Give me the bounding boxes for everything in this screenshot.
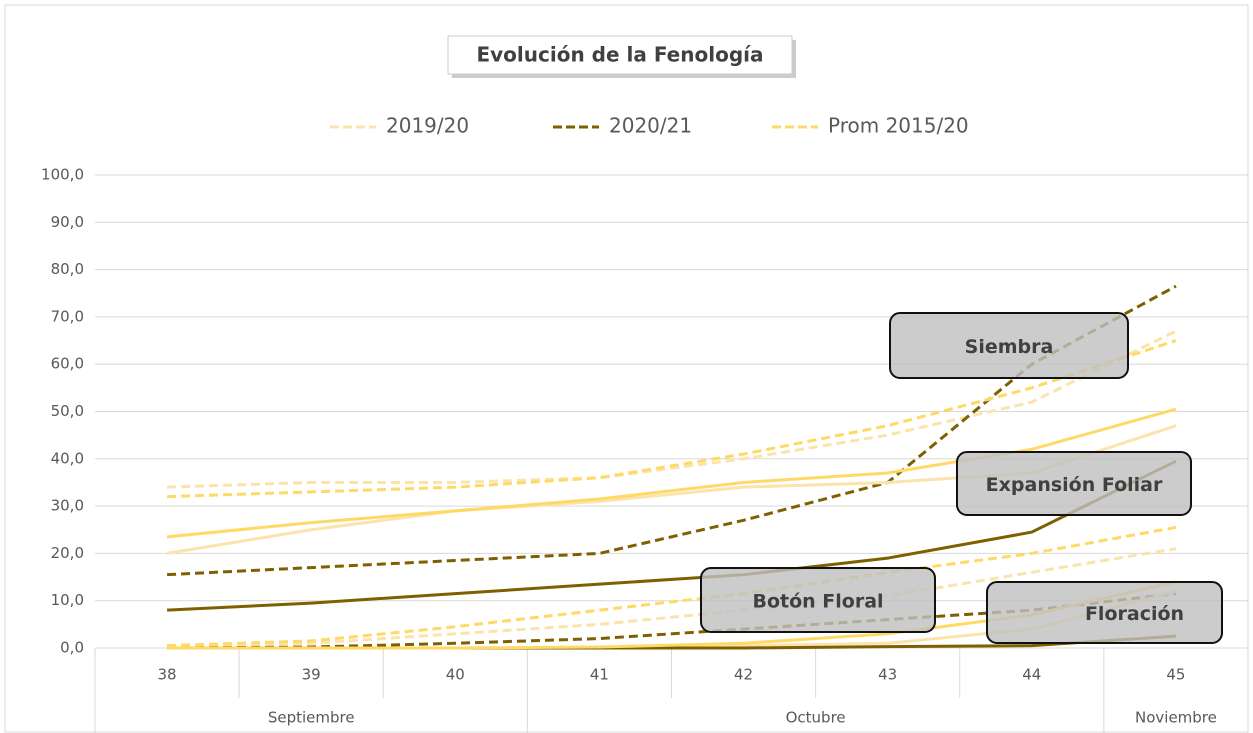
series-line xyxy=(167,547,1177,648)
x-tick-label: 39 xyxy=(302,666,321,684)
series-line xyxy=(166,284,1177,577)
annotation-box xyxy=(956,451,1192,516)
y-tick-label: 50,0 xyxy=(51,402,84,420)
x-tick-label: 44 xyxy=(1022,666,1041,684)
annotation-label: Floración xyxy=(1085,603,1184,625)
y-tick-label: 60,0 xyxy=(51,355,84,373)
y-tick-label: 40,0 xyxy=(51,449,84,467)
month-label: Noviembre xyxy=(1135,709,1217,727)
month-label: Octubre xyxy=(786,709,846,727)
series-line xyxy=(166,459,1177,612)
y-tick-label: 0,0 xyxy=(60,639,84,657)
y-tick-label: 20,0 xyxy=(51,544,84,562)
x-tick-label: 43 xyxy=(878,666,897,684)
x-tick-label: 41 xyxy=(590,666,609,684)
annotation-label: Expansión Foliar xyxy=(986,474,1163,496)
y-tick-label: 100,0 xyxy=(41,166,84,184)
legend-label: 2019/20 xyxy=(386,114,469,138)
x-tick-label: 45 xyxy=(1166,666,1185,684)
annotation-box xyxy=(700,567,936,633)
y-tick-label: 30,0 xyxy=(51,497,84,515)
annotation-box xyxy=(986,581,1223,644)
annotation-box xyxy=(889,312,1129,379)
y-tick-label: 80,0 xyxy=(51,260,84,278)
series-line xyxy=(167,525,1177,648)
y-tick-label: 90,0 xyxy=(51,213,84,231)
annotation-label: Botón Floral xyxy=(752,591,883,613)
y-tick-label: 70,0 xyxy=(51,307,84,325)
title-box xyxy=(447,35,793,75)
annotation-label: Siembra xyxy=(965,336,1054,358)
legend-label: Prom 2015/20 xyxy=(828,114,969,138)
series-line xyxy=(167,329,1177,489)
month-label: Septiembre xyxy=(268,709,355,727)
series-line xyxy=(167,339,1177,499)
y-tick-label: 10,0 xyxy=(51,591,84,609)
x-tick-label: 40 xyxy=(446,666,465,684)
x-tick-label: 42 xyxy=(734,666,753,684)
chart-title: Evolución de la Fenología xyxy=(476,43,763,67)
legend-label: 2020/21 xyxy=(609,114,692,138)
x-tick-label: 38 xyxy=(158,666,177,684)
